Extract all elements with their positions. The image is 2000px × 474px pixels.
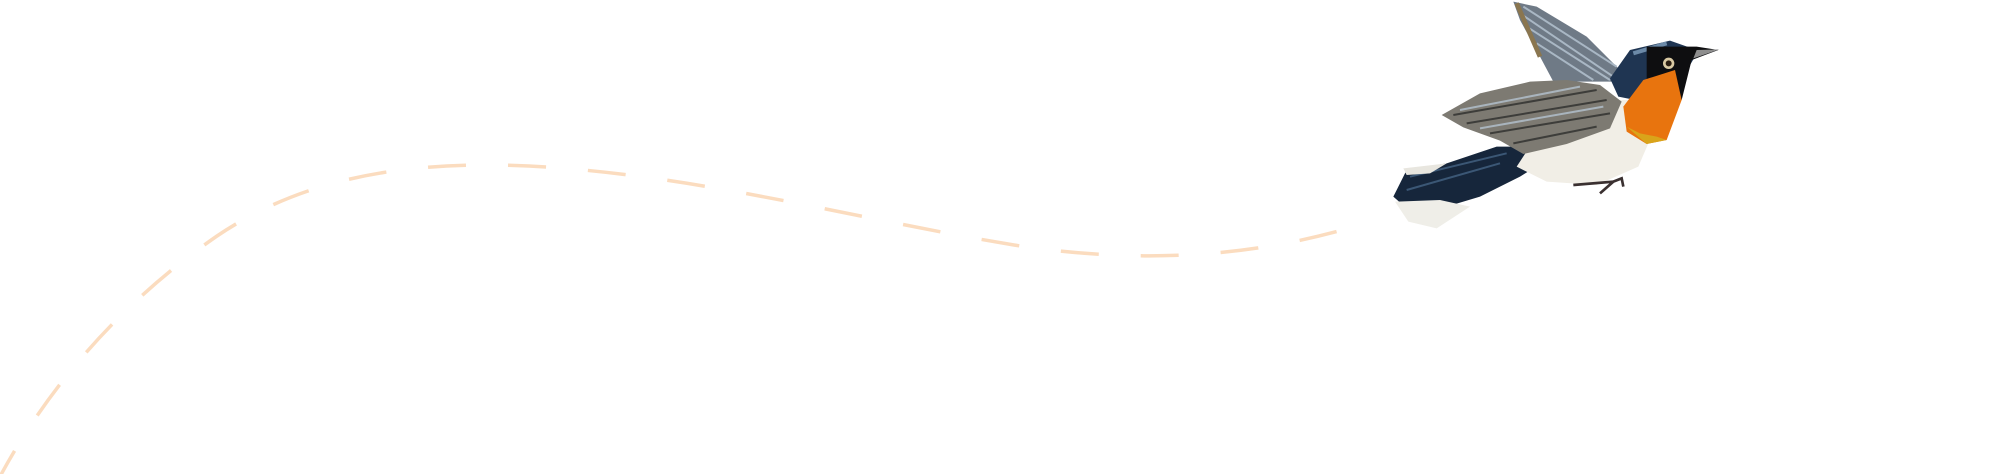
head [1610,40,1720,102]
lower-wing [1441,80,1622,154]
tail [1393,146,1547,229]
legs [1573,176,1625,195]
upper-wing [1513,1,1620,82]
flight-path-line [0,163,1361,474]
throat [1623,70,1682,144]
bird-illustration [1393,1,1720,229]
